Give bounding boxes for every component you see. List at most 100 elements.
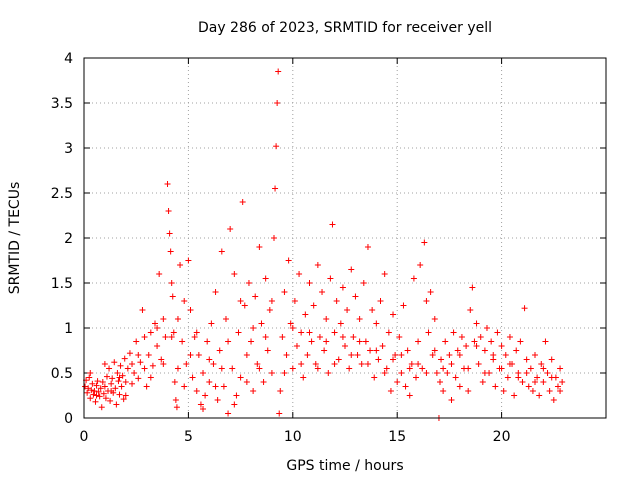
y-tick-label: 1.5 (51, 276, 73, 292)
data-point (118, 383, 125, 390)
data-point (356, 316, 363, 322)
data-point (392, 352, 399, 358)
data-point (433, 370, 440, 376)
data-point (108, 388, 115, 394)
data-point (383, 365, 390, 372)
data-point (170, 329, 177, 336)
data-point (481, 370, 488, 376)
data-point (557, 388, 564, 394)
y-tick-label: 2.5 (51, 186, 73, 202)
y-axis-label: SRMTID / TECUs (7, 182, 23, 295)
data-point (450, 329, 457, 336)
data-point (492, 383, 499, 390)
data-point (222, 316, 229, 322)
data-point (364, 361, 371, 367)
plot-frame (83, 57, 607, 419)
data-point (504, 374, 511, 381)
data-point (225, 410, 232, 417)
data-point (329, 221, 336, 228)
data-point (165, 208, 172, 214)
data-point (258, 320, 265, 327)
data-point (229, 365, 236, 372)
data-point (348, 352, 355, 358)
data-point (214, 397, 221, 403)
data-point (108, 380, 115, 387)
data-point (333, 298, 340, 304)
data-point (400, 302, 407, 309)
data-point (162, 334, 169, 340)
data-point (546, 388, 553, 394)
data-point (302, 311, 309, 318)
data-point (200, 406, 207, 412)
data-point (465, 365, 472, 372)
data-point (488, 338, 495, 345)
data-point (268, 298, 275, 304)
data-point (431, 347, 438, 354)
data-point (174, 365, 181, 372)
data-point (448, 361, 455, 367)
data-point (523, 356, 530, 363)
data-point (212, 289, 219, 295)
data-point (390, 311, 397, 318)
data-point (185, 257, 192, 264)
data-point (312, 361, 319, 367)
y-tick-label: 2 (64, 231, 73, 247)
data-point (415, 361, 422, 367)
data-point (371, 374, 378, 381)
data-point (86, 374, 93, 381)
data-point (444, 370, 451, 376)
data-point (467, 307, 474, 313)
data-point (233, 392, 240, 399)
y-tick-label: 4 (64, 51, 73, 67)
data-point (404, 347, 411, 354)
data-point (348, 266, 355, 273)
data-point (92, 398, 99, 405)
data-point (264, 347, 271, 354)
data-point (540, 365, 547, 372)
data-point (106, 365, 113, 372)
data-point (323, 338, 330, 345)
data-point (281, 370, 288, 376)
data-point (377, 298, 384, 304)
data-point (458, 334, 465, 340)
data-point (534, 374, 541, 381)
data-point (469, 284, 476, 291)
data-point (156, 271, 163, 277)
data-point (98, 404, 105, 411)
data-point (168, 280, 175, 286)
data-point (498, 343, 505, 349)
data-point (141, 334, 148, 340)
data-point (337, 320, 344, 327)
data-point (323, 316, 330, 322)
grid-layer (84, 58, 606, 418)
data-point (89, 380, 96, 387)
data-point (243, 352, 250, 358)
data-point (442, 338, 449, 345)
data-point (220, 383, 227, 390)
data-point (94, 378, 101, 385)
data-point (381, 370, 388, 376)
data-point (85, 385, 92, 392)
data-point (331, 361, 338, 367)
data-point (373, 347, 380, 354)
data-point (532, 379, 539, 385)
data-point (93, 382, 100, 389)
data-point (114, 370, 121, 376)
data-point (339, 284, 346, 291)
data-point (97, 385, 104, 392)
data-point (147, 374, 154, 381)
data-point (463, 343, 470, 349)
data-point (362, 338, 369, 345)
data-point (197, 401, 204, 408)
data-point (325, 370, 332, 376)
data-point (96, 393, 103, 400)
data-point (109, 375, 116, 382)
data-point (116, 374, 123, 381)
data-point (331, 329, 338, 336)
data-point (101, 361, 108, 367)
data-point (410, 275, 417, 282)
y-tick-label: 3 (64, 141, 73, 157)
data-point (417, 262, 424, 268)
data-point (212, 383, 219, 390)
data-point (364, 244, 371, 250)
